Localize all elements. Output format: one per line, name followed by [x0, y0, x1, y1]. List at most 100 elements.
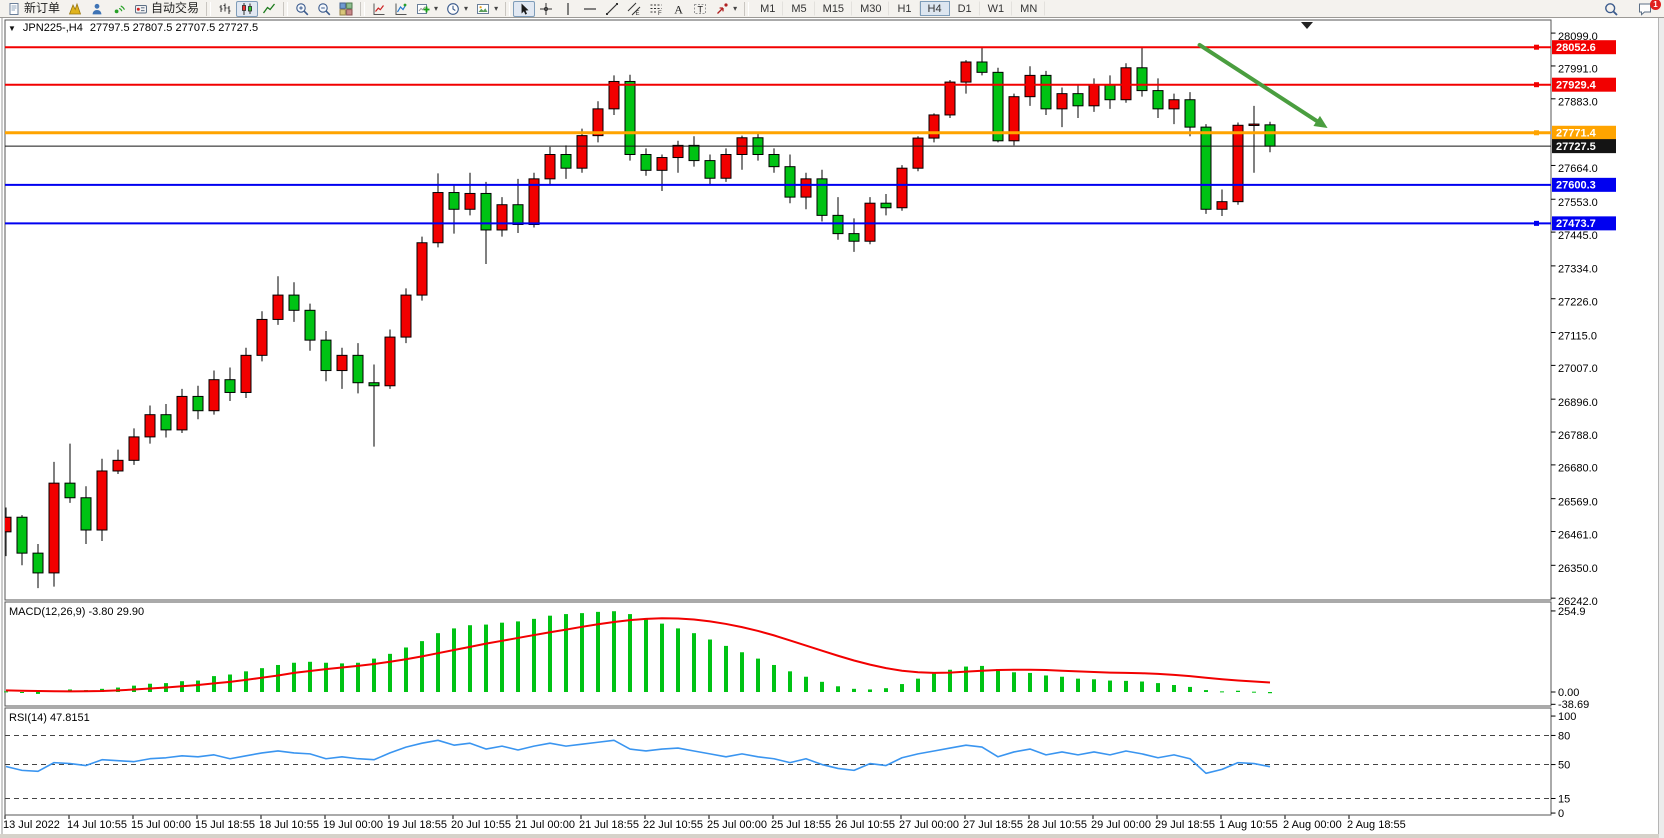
- bar-chart-mode-button[interactable]: [214, 1, 236, 17]
- trendline-button[interactable]: [601, 1, 623, 17]
- svg-text:27600.3: 27600.3: [1556, 180, 1596, 192]
- svg-text:26242.0: 26242.0: [1558, 596, 1598, 608]
- notifications-button[interactable]: 1: [1634, 0, 1661, 17]
- bar-chart-icon: [218, 2, 232, 16]
- rsi-pane-border: [4, 707, 1552, 816]
- svg-text:28 Jul 10:55: 28 Jul 10:55: [1027, 819, 1087, 831]
- timeframe-h1-button[interactable]: H1: [889, 1, 920, 16]
- chart-background: [0, 18, 1664, 838]
- alerts-button[interactable]: [108, 1, 130, 17]
- arrows-button[interactable]: ▾: [711, 1, 741, 17]
- cursor-button[interactable]: [513, 0, 536, 17]
- line-chart-mode-button[interactable]: [258, 1, 280, 17]
- hline-handle[interactable]: [1534, 44, 1539, 50]
- svg-text:14 Jul 10:55: 14 Jul 10:55: [67, 819, 127, 831]
- svg-text:26680.0: 26680.0: [1558, 463, 1598, 475]
- autotrading-label: 自动交易: [151, 1, 200, 15]
- new-order-label: 新订单: [24, 1, 61, 15]
- new-order-button[interactable]: 新订单: [3, 1, 64, 17]
- autotrading-button[interactable]: 自动交易: [130, 1, 203, 17]
- candlestick-icon: [240, 2, 254, 16]
- templates-button[interactable]: ▾: [472, 1, 502, 17]
- text-label-button[interactable]: T: [689, 1, 711, 17]
- add-indicator-button[interactable]: ▾: [412, 1, 442, 17]
- search-button[interactable]: [1600, 1, 1622, 17]
- toolbar-separator: [360, 1, 366, 16]
- svg-text:20 Jul 10:55: 20 Jul 10:55: [451, 819, 511, 831]
- svg-text:27473.7: 27473.7: [1556, 218, 1596, 230]
- timeframe-m1-button[interactable]: M1: [752, 1, 784, 16]
- trend-arrow-annotation[interactable]: [1197, 42, 1328, 129]
- vertical-line-icon: [561, 2, 575, 16]
- timeframe-m15-button[interactable]: M15: [815, 1, 853, 16]
- svg-text:26788.0: 26788.0: [1558, 430, 1598, 442]
- candlestick-mode-button[interactable]: [236, 0, 259, 17]
- periods-button[interactable]: ▾: [442, 1, 472, 17]
- hline-handle[interactable]: [1534, 220, 1539, 226]
- timeframe-m5-button[interactable]: M5: [783, 1, 815, 16]
- svg-text:13 Jul 2022: 13 Jul 2022: [3, 819, 60, 831]
- fibonacci-button[interactable]: F: [645, 1, 667, 17]
- svg-text:27727.5: 27727.5: [1556, 141, 1596, 153]
- svg-text:27664.0: 27664.0: [1558, 163, 1598, 175]
- horizontal-line-icon: [583, 2, 597, 16]
- svg-text:21 Jul 00:00: 21 Jul 00:00: [515, 819, 575, 831]
- svg-text:27115.0: 27115.0: [1558, 330, 1597, 342]
- timeframe-h4-button[interactable]: H4: [919, 1, 950, 16]
- add-indicator-icon: [416, 2, 430, 16]
- main-pane-border: [4, 19, 1552, 601]
- svg-text:27445.0: 27445.0: [1558, 230, 1598, 242]
- zoom-out-icon: [317, 2, 331, 16]
- zoom-in-button[interactable]: [291, 1, 313, 17]
- timeframe-w1-button[interactable]: W1: [980, 1, 1013, 16]
- svg-text:15 Jul 00:00: 15 Jul 00:00: [131, 819, 191, 831]
- equidistant-channel-icon: E: [627, 2, 641, 17]
- time-axis: 13 Jul 2022 14 Jul 10:55 15 Jul 00:00 15 Ju…: [3, 815, 1406, 831]
- macd-pane-border: [4, 601, 1552, 707]
- hline-handle[interactable]: [1534, 130, 1539, 136]
- macd-layer: 254.9 0.00-38.69: [4, 606, 1589, 711]
- svg-text:50: 50: [1558, 759, 1570, 771]
- chevron-down-icon: ▾: [733, 4, 738, 13]
- svg-text:25 Jul 00:00: 25 Jul 00:00: [707, 819, 767, 831]
- data-window-icon: [90, 2, 104, 16]
- indicators-button[interactable]: [368, 1, 390, 17]
- svg-text:0: 0: [1558, 808, 1564, 820]
- chart-shift-marker[interactable]: [1301, 22, 1313, 29]
- crosshair-button[interactable]: [535, 1, 557, 17]
- price-chart-canvas[interactable]: 28099.0 27991.0 27883.0 27664.0 27553.0 27445…: [0, 18, 1664, 838]
- svg-text:18 Jul 10:55: 18 Jul 10:55: [259, 819, 319, 831]
- equidistant-channel-button[interactable]: E: [623, 1, 645, 17]
- text-button[interactable]: A: [667, 1, 689, 17]
- hlines-layer[interactable]: [5, 44, 1551, 226]
- hline-handle[interactable]: [1534, 82, 1539, 88]
- tile-windows-button[interactable]: [335, 1, 357, 17]
- timeframe-m30-button[interactable]: M30: [852, 1, 890, 16]
- toolbar: 新订单 自动交易 ▾ ▾ ▾ E F A T ▾ M1 M5 M15 M30 H1 H4 D1 W1 MN 1: [0, 0, 1664, 18]
- svg-text:19 Jul 00:00: 19 Jul 00:00: [323, 819, 383, 831]
- templates-icon: [476, 2, 490, 16]
- data-window-button[interactable]: [86, 1, 108, 17]
- timeframe-mn-button[interactable]: MN: [1012, 1, 1046, 16]
- window-bottom-strip: [0, 834, 1659, 838]
- toolbar-separator: [744, 1, 750, 16]
- crosshair-icon: [539, 2, 553, 16]
- svg-text:-38.69: -38.69: [1558, 699, 1589, 711]
- svg-text:A: A: [674, 2, 683, 16]
- svg-text:15: 15: [1558, 793, 1570, 805]
- vertical-line-button[interactable]: [557, 1, 579, 17]
- market-watch-button[interactable]: [64, 1, 86, 17]
- svg-text:26350.0: 26350.0: [1558, 563, 1598, 575]
- trendline-icon: [605, 2, 619, 16]
- search-icon: [1604, 2, 1618, 16]
- autotrading-icon: [134, 2, 148, 16]
- zoom-out-button[interactable]: [313, 1, 335, 17]
- svg-text:27226.0: 27226.0: [1558, 296, 1598, 308]
- fibonacci-icon: F: [649, 2, 663, 17]
- arrows-icon: [715, 2, 729, 16]
- objects-list-button[interactable]: [390, 1, 412, 17]
- horizontal-line-button[interactable]: [579, 1, 601, 17]
- timeframe-d1-button[interactable]: D1: [950, 1, 980, 16]
- svg-text:28052.6: 28052.6: [1556, 42, 1596, 54]
- svg-text:100: 100: [1558, 711, 1576, 723]
